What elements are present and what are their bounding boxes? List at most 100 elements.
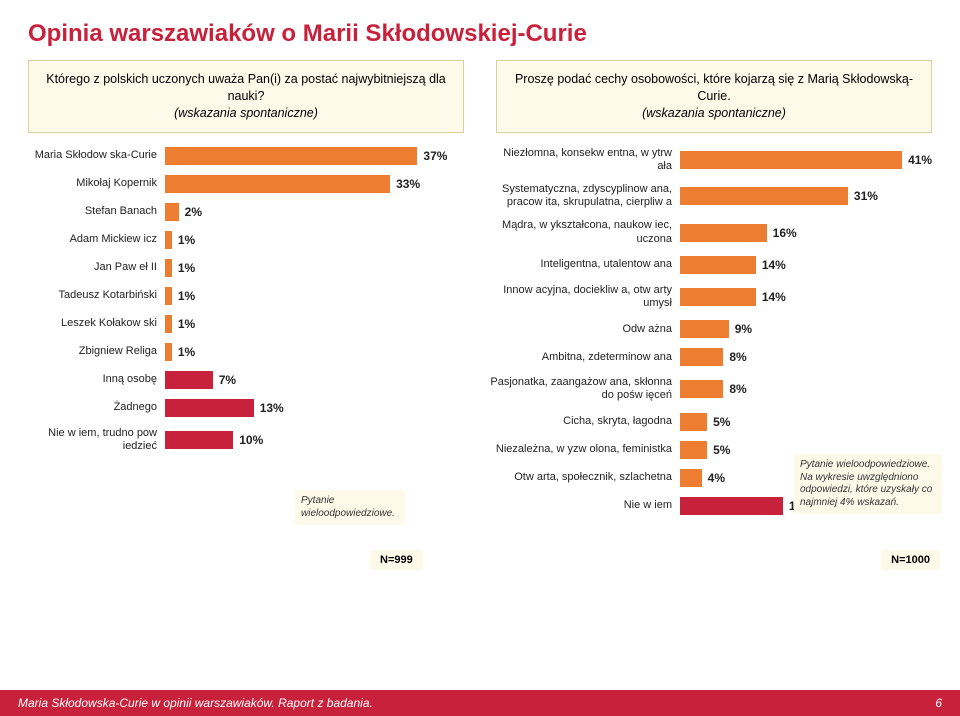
right-bar-label: Inteligentna, utalentow ana <box>488 258 680 271</box>
footer-page: 6 <box>935 696 942 710</box>
right-bar-value: 41% <box>908 153 932 167</box>
left-bar-label: Maria Skłodow ska-Curie <box>20 149 165 162</box>
right-bar-area: 14% <box>680 256 940 274</box>
left-bar-value: 1% <box>178 345 195 359</box>
left-bar-label: Żadnego <box>20 401 165 414</box>
right-bar-row: Odw ażna9% <box>488 320 940 338</box>
right-bar <box>680 441 707 459</box>
right-bar-area: 5% <box>680 413 940 431</box>
left-bar-label: Tadeusz Kotarbiński <box>20 289 165 302</box>
left-bar-value: 10% <box>239 433 263 447</box>
left-bar <box>165 399 254 417</box>
right-bar <box>680 348 723 366</box>
right-bar-value: 16% <box>773 226 797 240</box>
right-bar <box>680 187 848 205</box>
right-bar-value: 14% <box>762 290 786 304</box>
left-bar-row: Nie w iem, trudno pow iedzieć 10% <box>20 427 472 453</box>
page-title: Opinia warszawiaków o Marii Skłodowskiej… <box>0 0 960 48</box>
right-bar-label: Ambitna, zdeterminow ana <box>488 351 680 364</box>
left-bar-area: 33% <box>165 175 472 193</box>
left-bar-value: 13% <box>260 401 284 415</box>
right-bar-area: 16% <box>680 224 940 242</box>
right-bar-value: 31% <box>854 189 878 203</box>
right-bar-value: 9% <box>735 322 752 336</box>
right-bar-label: Pasjonatka, zaangażow ana, skłonna do po… <box>488 376 680 402</box>
left-bar-row: Mikołaj Kopernik33% <box>20 175 472 193</box>
left-bar-value: 1% <box>178 289 195 303</box>
right-question-sub: (wskazania spontaniczne) <box>511 105 917 122</box>
left-bar-label: Stefan Banach <box>20 205 165 218</box>
right-bar-row: Cicha, skryta, łagodna5% <box>488 413 940 431</box>
right-bar-label: Mądra, w ykształcona, naukow iec, uczona <box>488 219 680 245</box>
left-bar <box>165 147 417 165</box>
left-bar-row: Leszek Kołakow ski1% <box>20 315 472 333</box>
right-bar-label: Innow acyjna, dociekliw a, otw arty umys… <box>488 284 680 310</box>
content-area: Którego z polskich uczonych uważa Pan(i)… <box>0 48 960 525</box>
left-bar <box>165 287 172 305</box>
right-bar-area: 31% <box>680 187 940 205</box>
right-bar-row: Pasjonatka, zaangażow ana, skłonna do po… <box>488 376 940 402</box>
left-bar-label: Inną osobę <box>20 373 165 386</box>
right-column: Proszę podać cechy osobowości, które koj… <box>488 60 940 525</box>
right-bar-area: 41% <box>680 151 940 169</box>
left-bar <box>165 203 179 221</box>
right-bar-value: 4% <box>708 471 725 485</box>
left-n-label: N=999 <box>370 550 423 570</box>
right-bar-value: 8% <box>729 350 746 364</box>
right-bar <box>680 497 783 515</box>
left-bar-row: Tadeusz Kotarbiński 1% <box>20 287 472 305</box>
right-bar-value: 5% <box>713 415 730 429</box>
right-bar-area: 14% <box>680 288 940 306</box>
slide-page: Opinia warszawiaków o Marii Skłodowskiej… <box>0 0 960 716</box>
left-bar-value: 37% <box>423 149 447 163</box>
left-bars: Maria Skłodow ska-Curie 37% Mikołaj Kopern… <box>20 147 472 453</box>
left-bar-area: 7% <box>165 371 472 389</box>
left-bar-value: 33% <box>396 177 420 191</box>
left-bar-area: 13% <box>165 399 472 417</box>
left-bar-row: Żadnego 13% <box>20 399 472 417</box>
left-bar-label: Zbigniew Religa <box>20 345 165 358</box>
right-bar-value: 8% <box>729 382 746 396</box>
right-bar-area: 8% <box>680 380 940 398</box>
right-bar-value: 5% <box>713 443 730 457</box>
right-note: Pytanie wieloodpowiedziowe. Na wykresie … <box>794 454 942 514</box>
left-bar-value: 1% <box>178 261 195 275</box>
left-bar-row: Maria Skłodow ska-Curie 37% <box>20 147 472 165</box>
left-bar <box>165 371 213 389</box>
left-bar <box>165 175 390 193</box>
left-question-sub: (wskazania spontaniczne) <box>43 105 449 122</box>
left-bar-value: 2% <box>185 205 202 219</box>
right-bar-label: Systematyczna, zdyscyplinow ana, pracow … <box>488 183 680 209</box>
right-bar-row: Innow acyjna, dociekliw a, otw arty umys… <box>488 284 940 310</box>
left-bar-area: 1% <box>165 287 472 305</box>
footer-bar: Maria Skłodowska-Curie w opinii warszawi… <box>0 690 960 716</box>
left-bar-label: Leszek Kołakow ski <box>20 317 165 330</box>
left-bar-area: 37% <box>165 147 472 165</box>
left-bar <box>165 315 172 333</box>
right-bar-label: Otw arta, społecznik, szlachetna <box>488 471 680 484</box>
left-bar-row: Inną osobę7% <box>20 371 472 389</box>
left-bar-row: Jan Paw eł II1% <box>20 259 472 277</box>
left-bar-label: Adam Mickiew icz <box>20 233 165 246</box>
right-bar <box>680 256 756 274</box>
left-bar-row: Zbigniew Religa 1% <box>20 343 472 361</box>
right-bar-row: Inteligentna, utalentow ana14% <box>488 256 940 274</box>
right-bar-area: 8% <box>680 348 940 366</box>
left-bar-value: 1% <box>178 233 195 247</box>
left-bar-label: Nie w iem, trudno pow iedzieć <box>20 427 165 453</box>
left-bar-area: 1% <box>165 259 472 277</box>
left-bar-row: Stefan Banach 2% <box>20 203 472 221</box>
left-note: Pytanie wieloodpowiedziowe. <box>295 490 405 525</box>
right-question-box: Proszę podać cechy osobowości, które koj… <box>496 60 932 133</box>
right-bar-label: Nie w iem <box>488 499 680 512</box>
right-n-label: N=1000 <box>881 550 940 570</box>
left-bar <box>165 431 233 449</box>
left-bar-area: 2% <box>165 203 472 221</box>
right-bar-row: Ambitna, zdeterminow ana 8% <box>488 348 940 366</box>
left-bar-area: 1% <box>165 231 472 249</box>
right-bar <box>680 151 902 169</box>
right-bar-area: 9% <box>680 320 940 338</box>
right-bar <box>680 413 707 431</box>
right-bar <box>680 224 767 242</box>
left-question-box: Którego z polskich uczonych uważa Pan(i)… <box>28 60 464 133</box>
